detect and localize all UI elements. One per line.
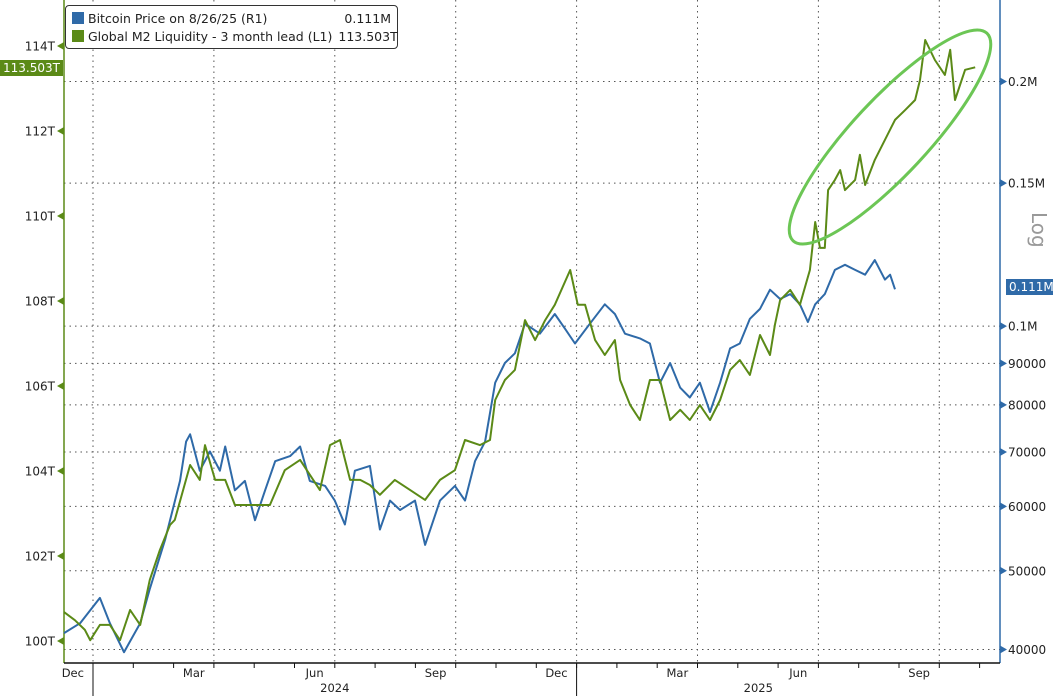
x-tick-label: Jun [305, 666, 324, 680]
left-tick-label: 100T [25, 635, 56, 649]
log-scale-label: Log [1027, 212, 1051, 248]
left-tick-label: 110T [25, 210, 56, 224]
x-tick-label: Sep [908, 666, 930, 680]
left-tick-marker [57, 637, 64, 645]
left-tick-label: 102T [25, 550, 56, 564]
x-tick-label: Jun [788, 666, 807, 680]
left-tick-label: 104T [25, 465, 56, 479]
annotation-ellipse [787, 28, 993, 246]
left-tick-label: 112T [25, 125, 56, 139]
right-tick-label: 60000 [1008, 500, 1046, 514]
right-tick-marker [1000, 400, 1007, 409]
right-tick-label: 80000 [1008, 398, 1046, 412]
left-tick-marker [57, 212, 64, 220]
right-tick-label: 0.1M [1008, 320, 1037, 334]
x-tick-label: Sep [425, 666, 447, 680]
right-tick-marker [1000, 566, 1007, 575]
x-tick-label: Dec [545, 666, 567, 680]
last-value-badge-m2: 113.503T [0, 60, 63, 76]
right-tick-label: 50000 [1008, 564, 1046, 578]
left-tick-marker [57, 467, 64, 475]
right-tick-marker [1000, 179, 1007, 188]
right-tick-marker [1000, 322, 1007, 331]
legend: Bitcoin Price on 8/26/25 (R1) 0.111M Glo… [65, 5, 398, 49]
right-tick-label: 40000 [1008, 643, 1046, 657]
legend-entry-bitcoin: Bitcoin Price on 8/26/25 (R1) 0.111M [72, 9, 391, 27]
legend-label-bitcoin: Bitcoin Price on 8/26/25 (R1) [88, 10, 268, 26]
legend-swatch-bitcoin [72, 12, 84, 24]
right-tick-label: 90000 [1008, 357, 1046, 371]
right-tick-label: 0.15M [1008, 177, 1045, 191]
right-tick-label: 0.2M [1008, 75, 1037, 89]
left-tick-marker [57, 552, 64, 560]
legend-label-m2: Global M2 Liquidity - 3 month lead (L1) [88, 28, 333, 44]
left-tick-label: 114T [25, 40, 56, 54]
left-tick-marker [57, 127, 64, 135]
right-tick-label: 70000 [1008, 446, 1046, 460]
right-tick-marker [1000, 502, 1007, 511]
legend-entry-m2: Global M2 Liquidity - 3 month lead (L1) … [72, 27, 398, 45]
year-label: 2024 [320, 681, 349, 695]
left-tick-marker [57, 382, 64, 390]
right-tick-marker [1000, 359, 1007, 368]
series-line-m2-liquidity [63, 39, 976, 642]
x-tick-label: Mar [666, 666, 688, 680]
right-tick-marker [1000, 645, 1007, 654]
legend-value-bitcoin: 0.111M [344, 10, 391, 26]
left-tick-label: 106T [25, 380, 56, 394]
right-tick-marker [1000, 448, 1007, 457]
legend-swatch-m2 [72, 30, 84, 42]
series-line-bitcoin [63, 259, 896, 654]
legend-value-m2: 113.503T [338, 28, 398, 44]
left-tick-marker [57, 42, 64, 50]
right-tick-marker [1000, 77, 1007, 86]
year-label: 2025 [744, 681, 773, 695]
left-tick-marker [57, 297, 64, 305]
last-value-badge-bitcoin: 0.111M [1006, 279, 1053, 295]
left-tick-label: 108T [25, 295, 56, 309]
x-tick-label: Mar [183, 666, 205, 680]
x-tick-label: Dec [62, 666, 84, 680]
